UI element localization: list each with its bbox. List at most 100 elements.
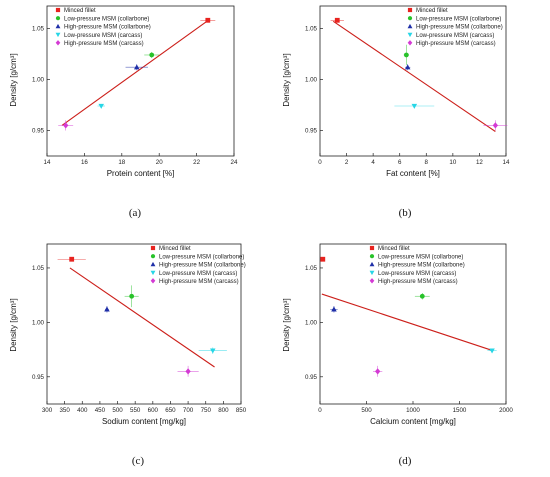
legend-label: Low-pressure MSM (collarbone) [378,254,463,260]
legend-marker [55,7,61,13]
point-marker [129,293,135,299]
y-tick-label: 1.05 [305,265,318,272]
x-tick-label: 18 [118,159,125,166]
legend-label: Minced fillet [159,246,191,252]
data-point-1 [200,17,216,23]
x-axis-label: Sodium content [mg/kg] [102,417,186,426]
point-marker [489,348,495,354]
y-tick-label: 1.05 [32,265,45,272]
x-tick-label: 500 [361,407,372,414]
fit-line [69,267,215,368]
x-tick-label: 12 [476,159,483,166]
y-tick-label: 1.00 [32,77,45,84]
x-tick-label: 1000 [406,407,420,414]
legend-marker [55,40,61,46]
legend-label: High-pressure MSM (collarbone) [378,263,465,269]
y-tick-label: 1.00 [305,320,318,327]
panel-caption: (c) [132,455,145,467]
y-tick-label: 0.95 [32,374,45,381]
data-point-1 [320,256,326,262]
data-point-5 [483,120,508,131]
legend-marker [407,32,413,38]
data-point-2 [144,51,160,59]
data-point-2 [414,292,430,300]
point-marker [375,368,381,375]
legend: Minced fillet Low-pressure MSM (collarbon… [407,7,503,47]
legend-marker [55,32,61,38]
legend-marker [369,261,375,267]
data-point-2 [124,285,139,308]
legend-marker [407,23,413,29]
point-marker [63,122,69,129]
data-point-2 [403,44,410,66]
legend-label: High-pressure MSM (carcass) [64,41,144,47]
x-tick-label: 8 [425,159,429,166]
point-marker [149,52,155,58]
x-tick-label: 850 [236,407,247,414]
legend-marker [369,254,375,259]
legend-marker [150,270,156,276]
data-point-5 [177,365,199,377]
legend: Minced fillet Low-pressure MSM (collarbon… [369,245,465,285]
point-marker [134,64,140,70]
legend-label: Minced fillet [64,8,96,14]
x-tick-label: 20 [156,159,163,166]
x-tick-label: 1500 [453,407,467,414]
x-tick-label: 16 [81,159,88,166]
data-point-5 [373,365,383,377]
y-axis-label: Density [g/cm³] [282,53,291,106]
legend-marker [407,40,413,46]
x-tick-label: 10 [449,159,456,166]
legend-label: High-pressure MSM (carcass) [416,41,496,47]
point-marker [403,52,409,58]
x-tick-label: 500 [112,407,123,414]
data-point-5 [58,120,74,131]
chart-panel-2: 0 2 4 6 8 10 12 14 0.95 1.00 1.05 Fat content [%] De… [282,5,510,219]
legend-marker [150,245,156,251]
legend-marker [55,23,61,29]
plot-frame [46,5,235,157]
y-tick-label: 0.95 [305,128,318,135]
point-marker [210,348,216,354]
data-point-3 [404,64,411,71]
plot-frame [46,243,242,405]
legend-marker [150,254,156,259]
x-tick-label: 2 [345,159,349,166]
x-tick-label: 400 [77,407,88,414]
y-axis-label: Density [g/cm³] [282,298,291,351]
x-tick-label: 650 [165,407,176,414]
point-marker [320,256,326,262]
legend-marker [407,16,413,21]
legend-label: Low-pressure MSM (collarbone) [159,254,244,260]
x-tick-label: 600 [148,407,159,414]
legend-label: High-pressure MSM (collarbone) [416,25,503,31]
x-tick-label: 24 [231,159,238,166]
point-marker [205,17,211,23]
legend-marker [369,278,375,284]
legend-label: Minced fillet [378,246,410,252]
y-tick-label: 1.00 [32,320,45,327]
legend-label: High-pressure MSM (collarbone) [159,263,246,269]
x-axis-label: Protein content [%] [107,169,175,178]
y-tick-label: 0.95 [32,128,45,135]
legend-marker [407,7,413,13]
legend-label: Low-pressure MSM (collarbone) [416,16,501,22]
x-tick-label: 22 [193,159,200,166]
x-axis-label: Fat content [%] [386,169,440,178]
data-point-3 [125,64,148,71]
chart-panel-1: 14 16 18 20 22 24 0.95 1.00 1.05 Protein content … [9,5,238,219]
panel-caption: (d) [399,455,412,467]
x-tick-label: 14 [503,159,510,166]
legend-label: Low-pressure MSM (carcass) [416,33,494,39]
chart-panel-4: 0 500 1000 1500 2000 0.95 1.00 1.05 Calcium cont… [282,243,513,467]
chart-panel-3: 300 350 400 450 500 550 600 650 700 750 800 850 0.95… [9,243,247,467]
point-marker [185,368,191,375]
point-marker [404,64,411,70]
data-point-4 [487,348,497,354]
legend-marker [369,270,375,276]
data-point-4 [198,347,227,354]
x-tick-label: 800 [218,407,229,414]
y-tick-label: 1.05 [305,26,318,33]
fit-line [321,293,494,352]
data-point-1 [330,17,344,23]
